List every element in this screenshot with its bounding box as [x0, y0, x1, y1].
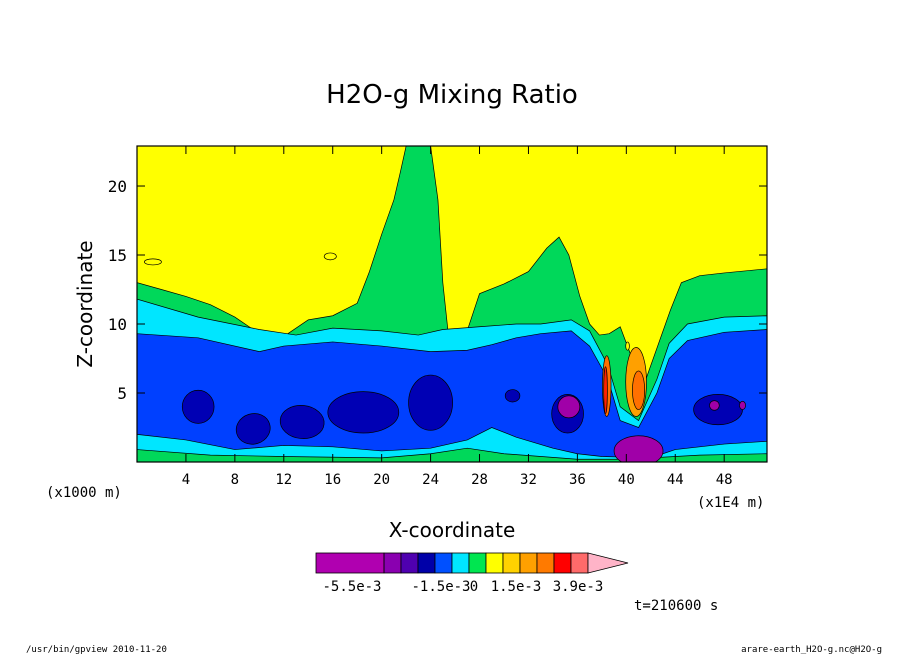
x-tick-label: 8	[231, 472, 239, 488]
colorbar-segment	[485, 552, 504, 574]
x-tick-label: 48	[716, 472, 733, 488]
deep-blue-cell	[693, 394, 743, 426]
colorbar-segment	[468, 552, 487, 574]
x-unit-left: (x1000 m)	[46, 485, 122, 501]
x-tick-label: 40	[618, 472, 635, 488]
colorbar-segment	[451, 552, 470, 574]
y-tick-label: 15	[108, 246, 127, 265]
y-axis-label: Z-coordinate	[73, 240, 97, 367]
colorbar-labels: -5.5e-3 -1.5e-3 0 1.5e-3 3.9e-3	[322, 579, 603, 595]
colorbar-segment	[367, 553, 384, 573]
time-label: t=210600 s	[634, 598, 718, 614]
purple-cell	[709, 400, 720, 411]
colorbar-segment	[502, 552, 521, 574]
red-core	[603, 366, 608, 415]
colorbar-segment	[536, 552, 555, 574]
x-tick-label: 44	[667, 472, 684, 488]
purple-cell	[739, 400, 746, 410]
deep-blue-cell	[235, 413, 271, 445]
chart-title: H2O-g Mixing Ratio	[326, 80, 578, 110]
y-tick-label: 10	[108, 315, 127, 334]
ground-cyan	[137, 427, 767, 462]
x-axis: 4 8 12 16 20 24 28 32 36 40 44 48	[182, 146, 733, 488]
x-tick-label: 12	[275, 472, 292, 488]
colorbar-segment	[333, 553, 350, 573]
y-tick-label: 20	[108, 177, 127, 196]
x-unit-right: (x1E4 m)	[697, 495, 764, 511]
colorbar-segment	[400, 552, 419, 574]
deep-blue-cell	[181, 389, 215, 424]
deep-blue-cell	[408, 374, 453, 431]
deep-blue-cell	[504, 389, 521, 403]
colorbar-segment	[519, 552, 538, 574]
x-tick-label: 36	[569, 472, 586, 488]
y-axis: 5 10 15 20	[108, 177, 767, 403]
colorbar-arrow	[587, 552, 629, 574]
x-tick-label: 28	[471, 472, 488, 488]
colorbar-tick-label: -1.5e-3	[411, 579, 470, 595]
colorbar-segment-outline	[315, 552, 385, 574]
colorbar-segment	[417, 552, 436, 574]
colorbar-tick-label: -5.5e-3	[322, 579, 381, 595]
ground-green	[137, 447, 767, 462]
colorbar	[315, 552, 629, 574]
purple-cell	[557, 395, 581, 419]
x-tick-label: 4	[182, 472, 190, 488]
colorbar-segment	[434, 552, 453, 574]
colorbar-tick-label: 1.5e-3	[491, 579, 542, 595]
colorbar-segment	[383, 552, 402, 574]
x-axis-label: X-coordinate	[389, 518, 516, 542]
colorbar-tick-label: 3.9e-3	[553, 579, 604, 595]
footer-left: /usr/bin/gpview 2010-11-20	[26, 645, 167, 654]
x-tick-label: 20	[373, 472, 390, 488]
yellow-dot	[143, 258, 162, 266]
yellow-dot	[323, 252, 337, 261]
deep-blue-cell	[279, 405, 325, 439]
x-tick-label: 32	[520, 472, 537, 488]
colorbar-tick-label: 0	[470, 579, 478, 595]
dark-orange-plume	[632, 370, 646, 410]
colorbar-segment	[316, 553, 333, 573]
colorbar-segment	[570, 552, 589, 574]
contour-field	[137, 146, 767, 462]
x-tick-label: 16	[324, 472, 341, 488]
plot-frame	[136, 145, 768, 463]
deep-blue-cell	[327, 391, 400, 434]
colorbar-segment	[350, 553, 367, 573]
footer-right: arare-earth_H2O-g.nc@H2O-g	[741, 645, 882, 654]
yellow-dot	[625, 341, 630, 351]
y-tick-label: 5	[117, 384, 127, 403]
colorbar-segment	[553, 552, 572, 574]
x-tick-label: 24	[422, 472, 439, 488]
